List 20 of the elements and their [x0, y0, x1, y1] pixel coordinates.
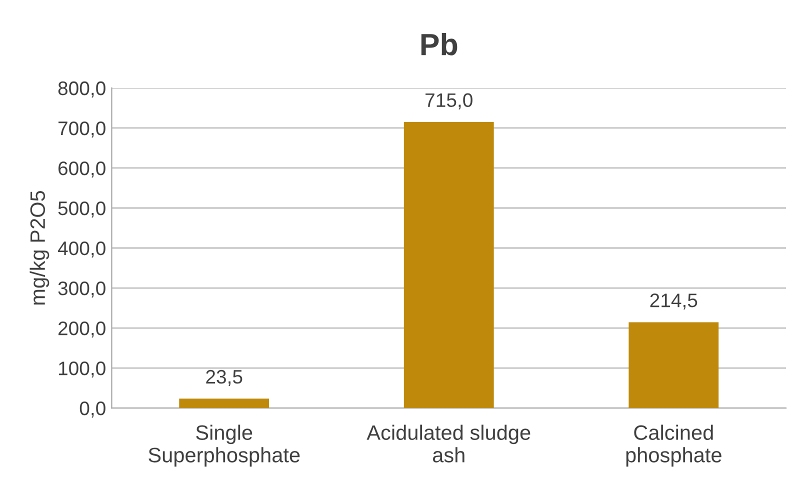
y-tick-label: 0,0 [80, 402, 106, 418]
bar [179, 398, 270, 408]
y-tick-label: 400,0 [58, 241, 106, 258]
y-tick-label: 100,0 [58, 361, 106, 378]
x-tick-label: Calcined phosphate [626, 424, 722, 467]
y-axis-title: mg/kg P2O5 [30, 190, 50, 305]
y-tick-label: 700,0 [58, 121, 106, 138]
x-tick-label: Acidulated sludge ash [366, 424, 530, 462]
chart-title: Pb [421, 32, 458, 56]
y-tick-label: 800,0 [58, 81, 106, 98]
data-label: 214,5 [650, 293, 698, 310]
y-tick-label: 600,0 [58, 161, 106, 178]
y-tick-label: 300,0 [58, 281, 106, 298]
data-label: 715,0 [426, 93, 472, 110]
bar [628, 322, 719, 408]
y-tick-label: 500,0 [58, 201, 106, 218]
y-tick-label: 200,0 [58, 321, 106, 338]
data-label: 23,5 [206, 370, 242, 386]
bar [404, 122, 494, 408]
x-tick-label: Single Superphosphate [148, 424, 300, 467]
